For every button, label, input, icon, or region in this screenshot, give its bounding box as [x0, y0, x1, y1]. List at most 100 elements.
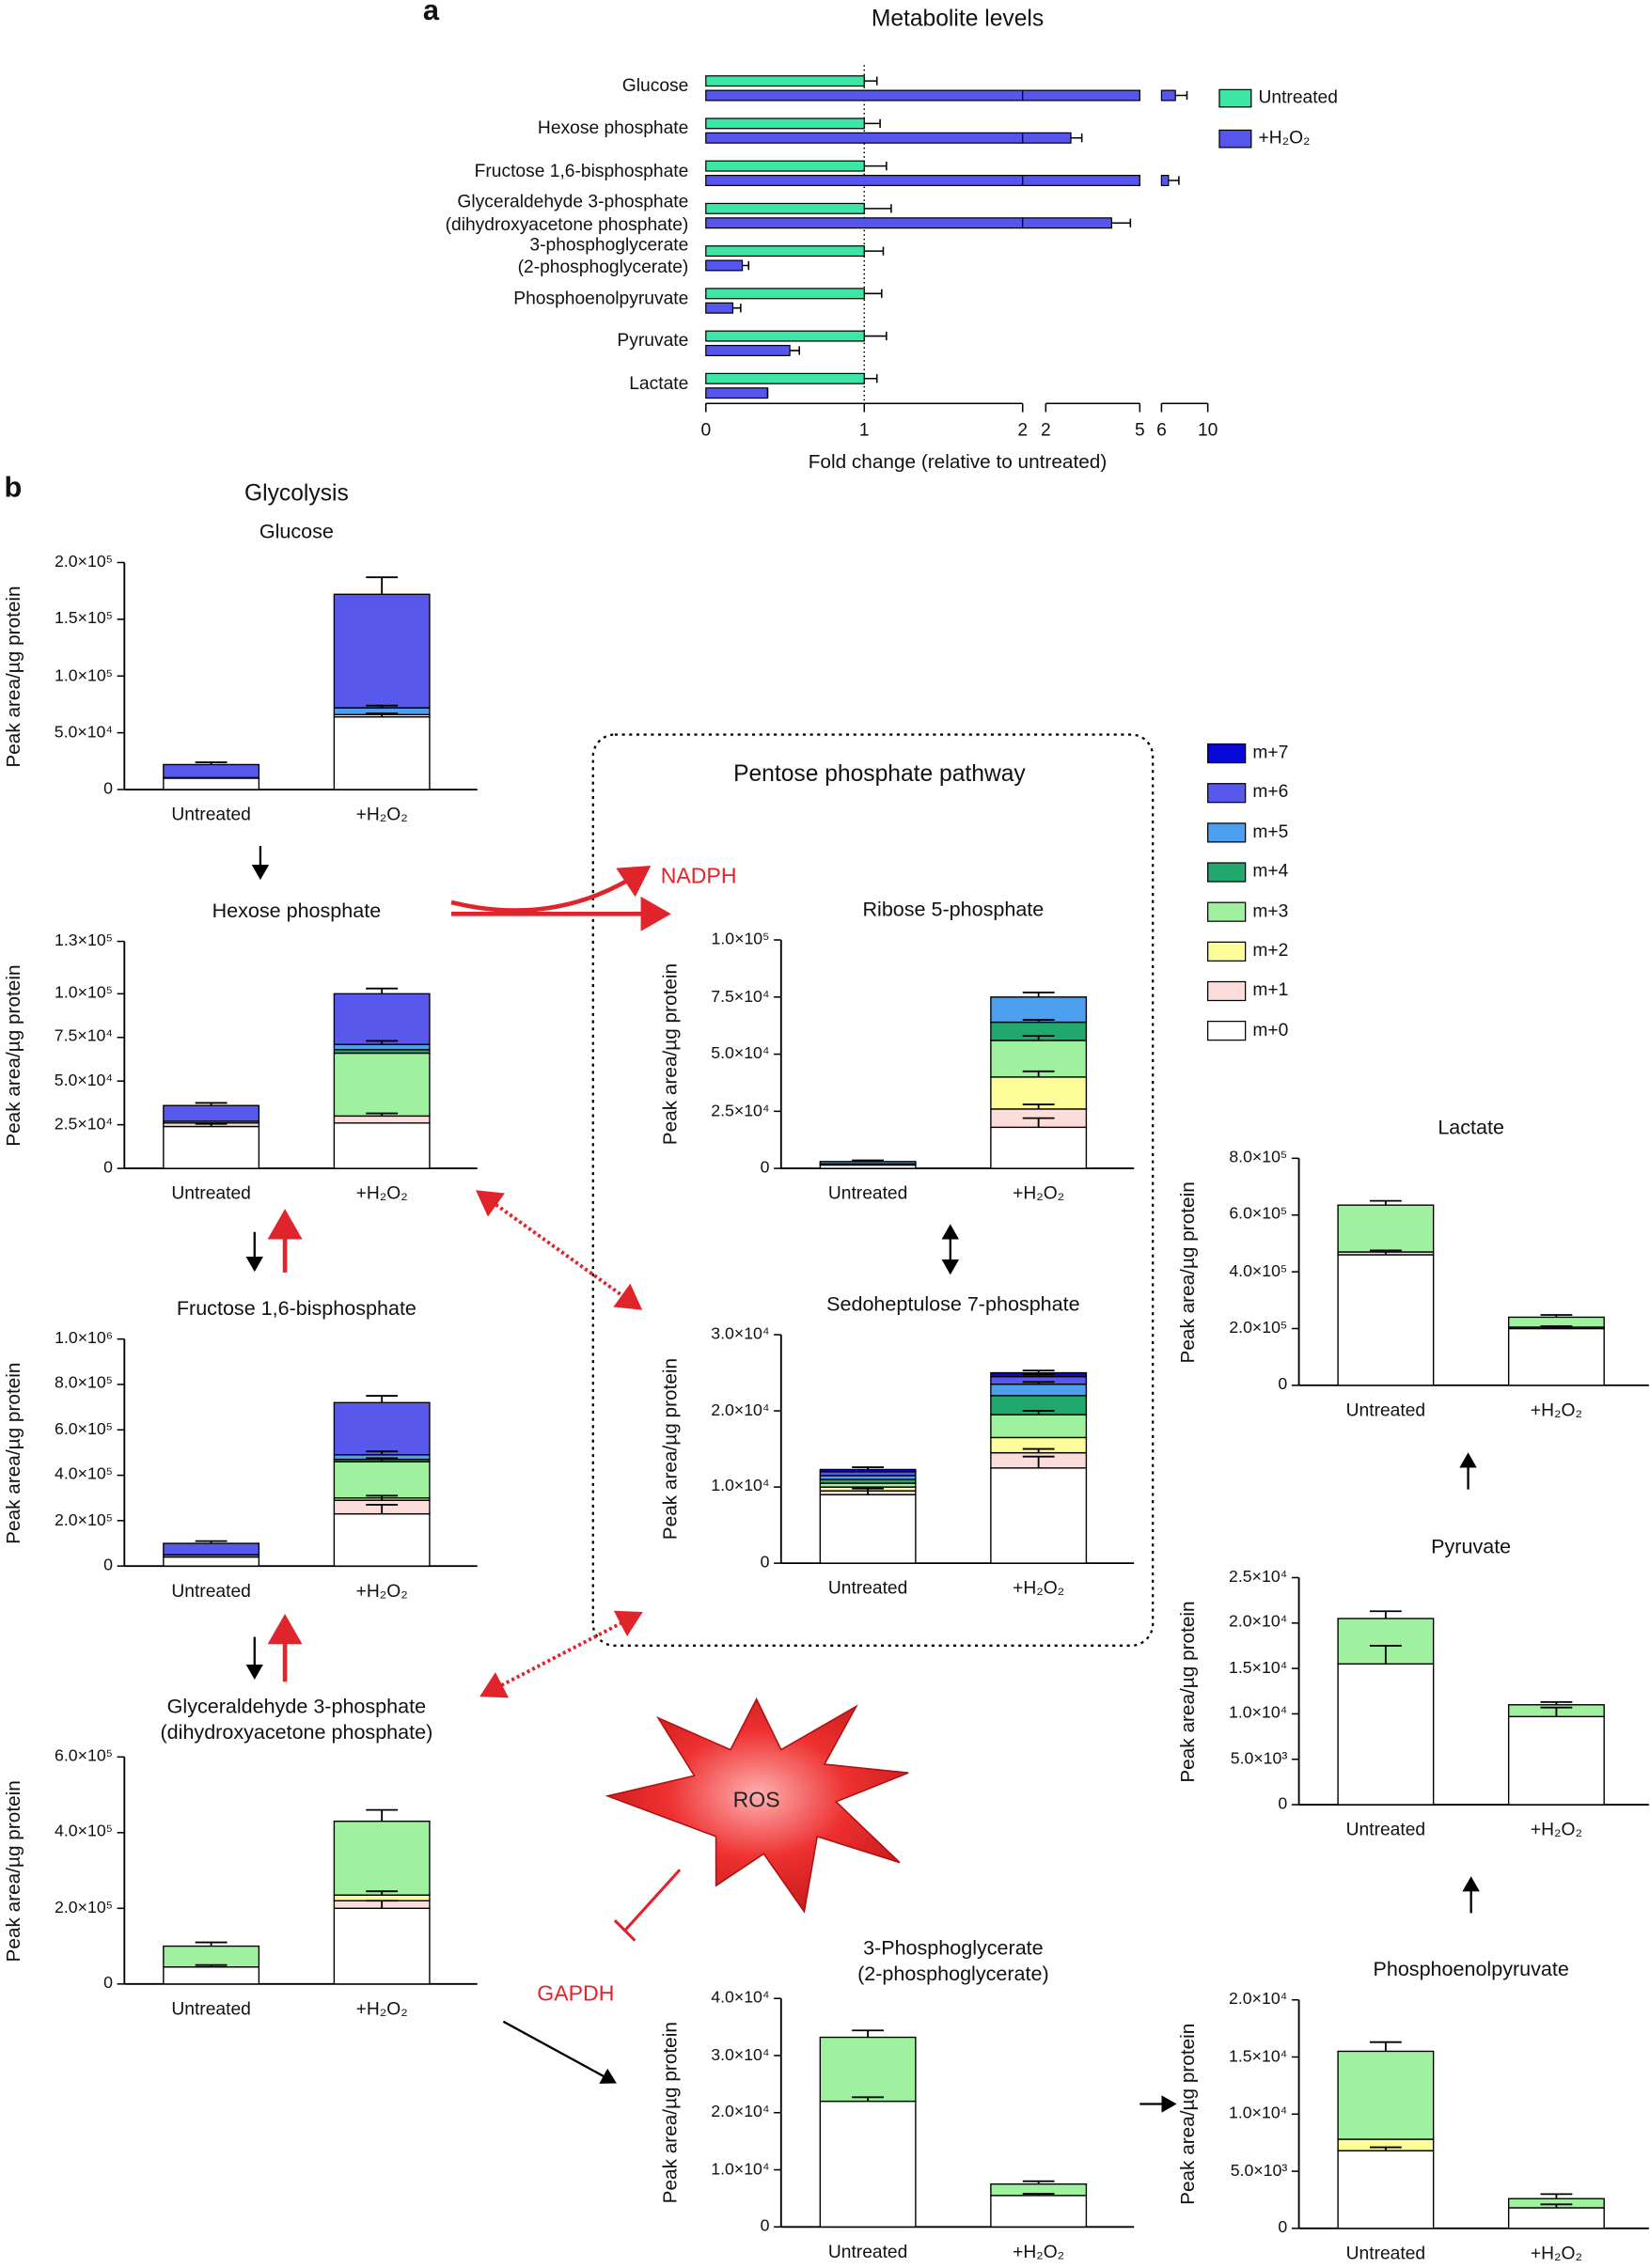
x-tick-label: +H₂O₂: [1013, 1182, 1065, 1204]
error-bar: [1022, 1070, 1055, 1077]
x-tick-label: Untreated: [171, 1182, 251, 1204]
y-tick-label: 7.5×10⁴: [711, 988, 770, 1006]
legend-swatch: [1207, 783, 1247, 804]
legend-swatch: [1207, 901, 1247, 922]
x-tick-label: +H₂O₂: [355, 1998, 408, 2020]
y-tick-label: 4.0×10⁵: [55, 1466, 114, 1484]
y-tick-label: 3.0×10⁴: [711, 1325, 770, 1343]
error-bar: [790, 346, 800, 355]
x-tick-label: Untreated: [1345, 1819, 1426, 1840]
bar: [705, 202, 865, 214]
x-tick-label: +H₂O₂: [1530, 1819, 1582, 1840]
y-tick-label: 4.0×10⁵: [1229, 1262, 1288, 1281]
bar: [705, 288, 865, 300]
bar-segment: [333, 1052, 431, 1118]
error-bar: [1022, 1410, 1055, 1416]
y-tick-label: 0: [760, 1159, 770, 1178]
y-tick-label: 2.0×10⁴: [1229, 1614, 1288, 1632]
y-tick-label: 1.0×10⁶: [55, 1330, 114, 1348]
error-bar: [732, 304, 742, 313]
inhibition-bar: [613, 1919, 636, 1942]
bar: [705, 75, 865, 87]
bar-segment: [819, 1161, 917, 1165]
y-tick-label: 7.5×10⁴: [54, 1028, 114, 1046]
legend-label: m+2: [1252, 940, 1289, 961]
y-axis-title: Peak area/µg protein: [1176, 2023, 1199, 2205]
error-bar: [195, 1540, 228, 1544]
y-tick-label: 0: [1278, 2219, 1288, 2237]
panel-label: a: [422, 0, 440, 27]
error-bar: [852, 1466, 885, 1470]
y-axis-title: Peak area/µg protein: [2, 1779, 24, 1962]
bar-segment: [990, 1467, 1088, 1564]
error-bar: [864, 246, 885, 256]
x-tick-label: 1: [858, 419, 870, 440]
y-tick-label: 0: [103, 1975, 114, 1993]
bar-segment: [163, 763, 260, 779]
error-bar: [1071, 133, 1083, 143]
annotation: NADPH: [660, 864, 737, 889]
error-bar: [1369, 2041, 1402, 2052]
error-bar: [1022, 1103, 1055, 1109]
legend-swatch: [1207, 822, 1247, 843]
y-tick-label: 2.0×10⁵: [55, 1511, 114, 1529]
bar-segment: [333, 1512, 431, 1567]
bar: [1022, 175, 1140, 187]
y-tick-label: Hexose phosphate: [537, 117, 689, 139]
legend-label: m+4: [1252, 860, 1289, 882]
x-tick-label: +H₂O₂: [355, 804, 408, 825]
bar-segment: [333, 1461, 431, 1499]
chart-title: Glucose: [259, 519, 334, 543]
bar-segment: [163, 777, 260, 790]
legend-label: Untreated: [1258, 86, 1338, 108]
arrow: [479, 1610, 643, 1698]
x-tick-label: Untreated: [827, 1182, 908, 1204]
error-bar: [195, 1941, 228, 1947]
bar: [705, 89, 1024, 102]
legend-swatch: [1207, 743, 1247, 764]
chart-title: Metabolite levels: [871, 7, 1045, 32]
bar-segment: [990, 2195, 1088, 2228]
error-bar: [366, 704, 399, 709]
arrow: [450, 866, 652, 913]
x-tick-label: 10: [1197, 419, 1218, 440]
bar-segment: [990, 1384, 1088, 1397]
error-bar: [1022, 1369, 1055, 1373]
error-bar: [1022, 1455, 1055, 1468]
error-bar: [366, 1450, 399, 1455]
chart-title: Glyceraldehyde 3-phosphate (dihydroxyace…: [160, 1694, 433, 1743]
y-tick-label: 0: [760, 1554, 770, 1572]
bar: [705, 259, 744, 272]
bar-segment: [333, 1401, 431, 1456]
error-bar: [864, 162, 888, 171]
bar-segment: [333, 993, 431, 1045]
bar-segment: [1507, 1327, 1605, 1386]
error-bar: [1369, 1249, 1402, 1255]
bar-segment: [990, 1414, 1088, 1439]
error-bar: [1022, 1019, 1055, 1023]
y-tick-label: Pyruvate: [617, 330, 689, 352]
y-tick-label: Glyceraldehyde 3-phosphate (dihydroxyace…: [445, 191, 689, 235]
error-bar: [1540, 1706, 1573, 1717]
error-bar: [1022, 2180, 1055, 2184]
ppp-box: [591, 733, 1155, 1647]
y-tick-label: 6.0×10⁵: [1229, 1206, 1288, 1224]
error-bar: [195, 1102, 228, 1106]
bar: [705, 302, 734, 314]
x-axis-title: Fold change (relative to untreated): [808, 450, 1108, 473]
bar: [1160, 89, 1176, 102]
x-tick-label: +H₂O₂: [355, 1182, 408, 1204]
x-tick-label: Untreated: [171, 1580, 251, 1602]
error-bar: [1540, 2193, 1573, 2199]
y-axis-title: Peak area/µg protein: [2, 963, 24, 1146]
error-bar: [852, 1159, 885, 1162]
error-bar: [852, 2029, 885, 2038]
error-bar: [366, 712, 399, 717]
error-bar: [1369, 1610, 1402, 1619]
bar-segment: [333, 1115, 431, 1124]
legend-swatch: [1207, 941, 1247, 962]
chart-title: Hexose phosphate: [212, 898, 382, 922]
y-tick-label: 2.0×10⁴: [711, 2104, 770, 2121]
bar-segment: [163, 1556, 260, 1567]
y-tick-label: 0: [1278, 1795, 1288, 1813]
